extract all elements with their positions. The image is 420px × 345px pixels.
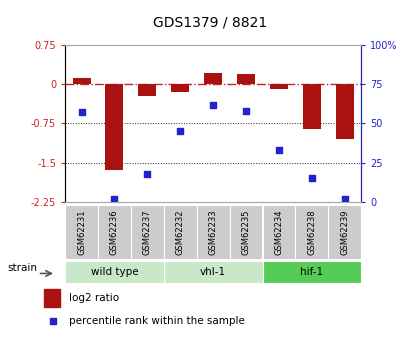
Text: GSM62237: GSM62237: [143, 209, 152, 255]
Bar: [65, 261, 164, 283]
Bar: [204, 72, 222, 84]
Bar: [197, 205, 230, 259]
Text: GSM62236: GSM62236: [110, 209, 119, 255]
Text: percentile rank within the sample: percentile rank within the sample: [69, 316, 245, 326]
Text: GSM62233: GSM62233: [209, 209, 218, 255]
Bar: [171, 84, 189, 92]
Text: GSM62235: GSM62235: [241, 209, 251, 255]
Bar: [237, 73, 255, 84]
Text: GSM62239: GSM62239: [340, 209, 349, 255]
Point: [243, 108, 249, 114]
Bar: [164, 205, 197, 259]
Point: [308, 176, 315, 181]
Bar: [336, 84, 354, 139]
Bar: [131, 205, 164, 259]
Bar: [262, 261, 361, 283]
Bar: [138, 84, 156, 96]
Point: [177, 128, 184, 134]
Point: [276, 147, 282, 153]
Point: [341, 196, 348, 201]
Text: GSM62238: GSM62238: [307, 209, 316, 255]
Bar: [65, 205, 98, 259]
Bar: [230, 205, 262, 259]
Text: log2 ratio: log2 ratio: [69, 293, 119, 303]
Bar: [295, 205, 328, 259]
Bar: [98, 205, 131, 259]
Text: strain: strain: [7, 264, 37, 274]
Bar: [262, 205, 295, 259]
Text: wild type: wild type: [91, 267, 138, 277]
Point: [210, 102, 217, 107]
Text: GSM62234: GSM62234: [274, 209, 284, 255]
Bar: [303, 84, 321, 129]
Text: GDS1379 / 8821: GDS1379 / 8821: [153, 16, 267, 30]
Text: GSM62231: GSM62231: [77, 209, 86, 255]
Bar: [105, 84, 123, 170]
Point: [111, 196, 118, 201]
Bar: [164, 261, 262, 283]
Point: [144, 171, 151, 176]
Bar: [270, 84, 288, 89]
Text: GSM62232: GSM62232: [176, 209, 185, 255]
Bar: [45, 289, 60, 307]
Bar: [328, 205, 361, 259]
Text: vhl-1: vhl-1: [200, 267, 226, 277]
Text: hif-1: hif-1: [300, 267, 323, 277]
Bar: [73, 78, 91, 84]
Point: [49, 318, 56, 324]
Point: [78, 110, 85, 115]
